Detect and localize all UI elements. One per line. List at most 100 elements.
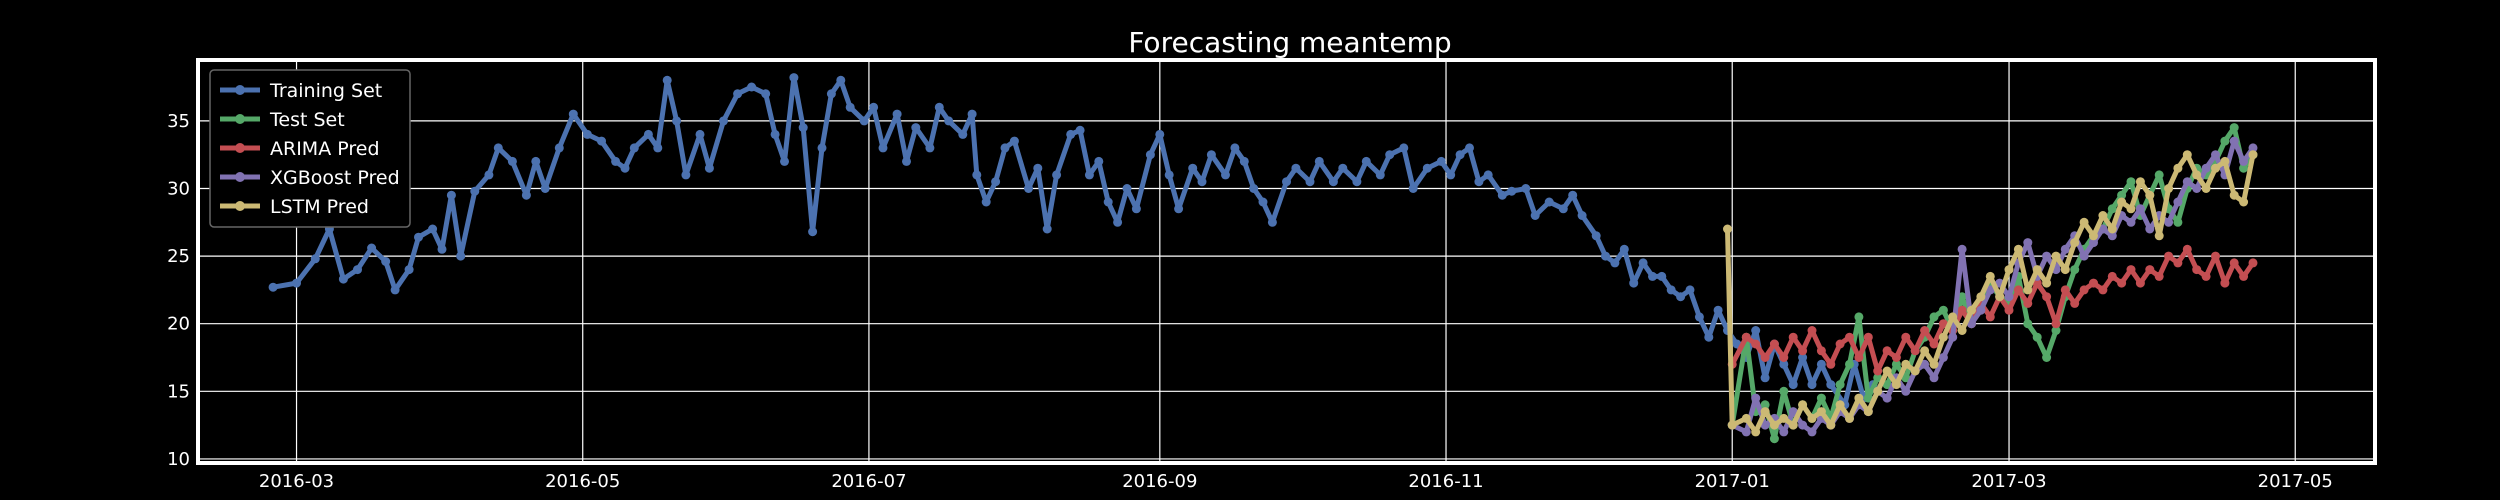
data-point [826,89,836,99]
data-point [1920,359,1930,369]
data-point [620,163,630,173]
data-point [1826,380,1836,390]
data-point [1957,326,1967,335]
data-point [1760,373,1770,383]
data-point [1835,339,1845,349]
data-point [1530,211,1540,220]
data-point [2154,170,2164,180]
data-point [2098,224,2108,234]
data-point [1798,420,1808,430]
data-point [2201,163,2211,173]
data-point [2173,163,2183,173]
data-point [1882,393,1892,403]
data-point [1816,393,1826,403]
data-point [1188,163,1198,173]
data-point [1455,150,1465,160]
data-point [1807,413,1817,423]
data-point [353,265,362,275]
data-point [1507,186,1517,196]
data-point [2089,238,2098,248]
data-point [1826,359,1836,369]
data-point [484,170,494,180]
data-point [1760,400,1770,410]
data-point [2192,184,2202,193]
data-point [2220,156,2230,166]
data-point [611,156,621,166]
data-point [2126,217,2136,227]
data-point [2051,319,2061,329]
data-point [1891,359,1901,369]
data-point [2135,177,2145,187]
data-point [2060,265,2070,275]
data-point [568,109,578,119]
data-point [1282,177,1291,187]
data-point [470,186,480,196]
data-point [967,109,977,119]
data-point [2117,190,2127,200]
y-tick-label: 10 [167,449,190,470]
data-point [437,244,447,254]
data-point [1375,170,1385,180]
data-point [2079,217,2089,227]
data-point [770,129,780,139]
data-point [1873,373,1883,383]
data-point [1066,129,1076,139]
legend-label: ARIMA Pred [270,138,380,160]
data-point [1929,373,1939,383]
data-point [1131,204,1141,214]
data-point [1769,420,1779,430]
data-point [1657,271,1667,281]
data-point [704,163,714,173]
data-point [1239,156,1249,166]
data-point [1113,217,1123,227]
legend-marker [235,201,245,211]
data-point [1920,326,1930,335]
data-point [1826,420,1836,430]
data-point [1751,427,1761,437]
data-point [1938,332,1948,342]
data-point [2004,265,2014,275]
data-point [428,224,438,234]
data-point [1938,353,1948,362]
data-point [780,156,789,166]
data-point [1769,434,1779,444]
data-point [2220,278,2230,288]
data-point [1929,312,1939,322]
data-point [2145,265,2155,275]
data-point [629,143,639,153]
data-point [2023,238,2033,248]
data-point [817,143,827,153]
data-point [2060,285,2070,295]
data-point [2248,258,2258,268]
legend-marker [235,114,245,124]
data-point [1314,156,1324,166]
data-point [2032,332,2042,342]
data-point [1361,156,1371,166]
data-point [1938,305,1948,315]
data-point [1521,184,1531,193]
data-point [2060,244,2070,254]
data-point [2239,163,2249,173]
data-point [1446,170,1456,180]
data-point [1882,346,1892,356]
x-tick-label: 2016-05 [545,471,620,492]
series-layer [268,73,2258,444]
data-point [2117,278,2127,288]
data-point [892,109,902,119]
data-point [338,274,348,284]
plot-frame [196,58,2377,465]
data-point [1352,177,1362,187]
data-point [2229,258,2239,268]
data-point [1769,339,1779,349]
data-point [1483,170,1493,180]
data-point [310,254,320,264]
data-point [1601,251,1610,261]
data-point [681,170,691,180]
data-point [1328,177,1338,187]
data-point [859,116,869,126]
data-point [695,129,705,139]
data-point [2117,197,2127,207]
data-point [1788,332,1798,342]
data-point [1610,258,1620,268]
